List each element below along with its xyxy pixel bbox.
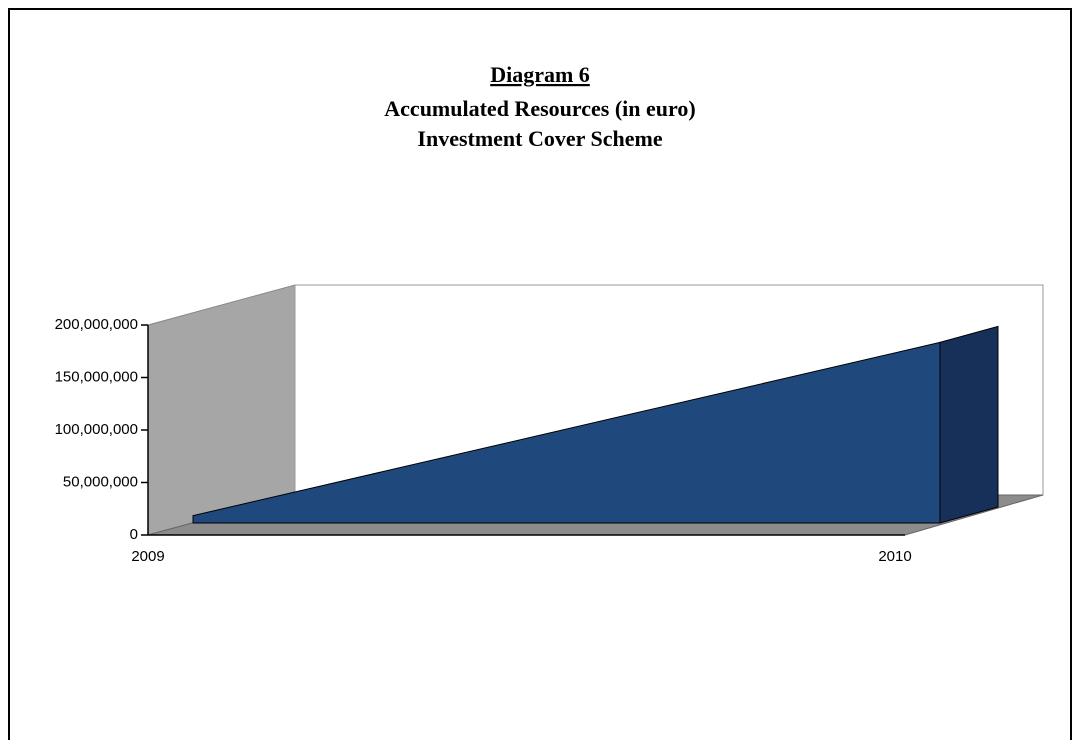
x-tick-label: 2009 <box>131 548 164 565</box>
y-tick-label: 200,000,000 <box>55 316 138 333</box>
chart-title: Diagram 6 <box>490 62 590 87</box>
y-tick-label: 100,000,000 <box>55 421 138 438</box>
area <box>192 341 941 524</box>
frame <box>8 8 1072 740</box>
y-tick-label: 0 <box>130 526 138 543</box>
chart-subtitle: Accumulated Resources (in euro) <box>384 96 695 121</box>
x-tick-label: 2010 <box>878 548 911 565</box>
y-tick-label: 50,000,000 <box>63 473 138 490</box>
y-tick-label: 150,000,000 <box>55 368 138 385</box>
chart-subtitle: Investment Cover Scheme <box>417 126 662 151</box>
area-side <box>939 325 999 524</box>
